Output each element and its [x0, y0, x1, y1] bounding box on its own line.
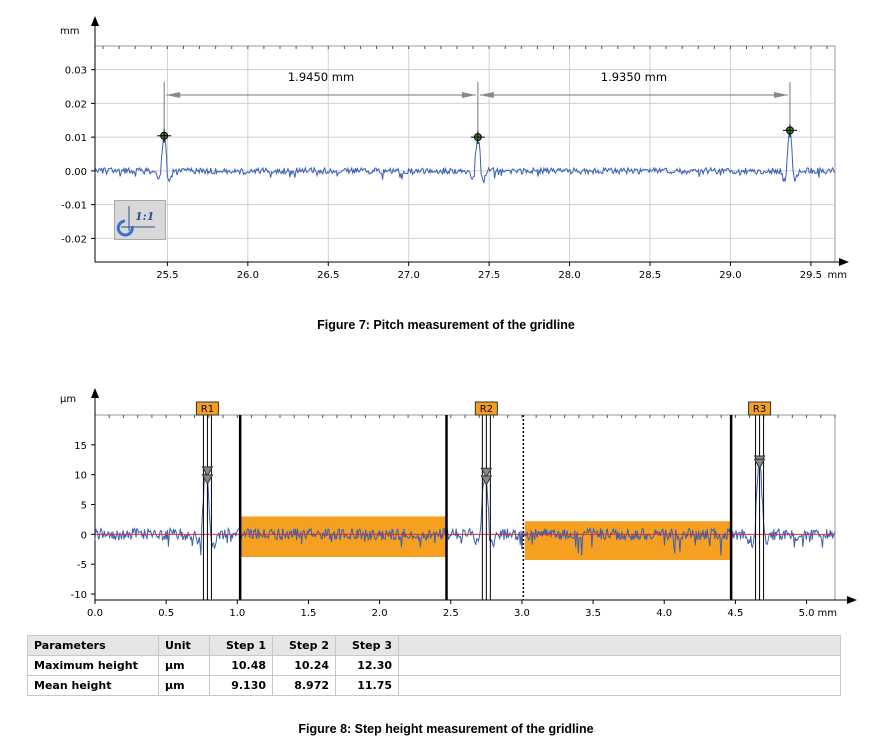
table-cell: 10.48 — [209, 655, 273, 676]
y-axis-unit: mm — [60, 26, 79, 37]
x-axis-unit: mm — [828, 270, 847, 281]
table-filler-cell — [398, 655, 841, 676]
plot-area — [94, 414, 836, 601]
x-tick-label: 29.0 — [719, 270, 741, 281]
x-tick-label: 0.0 — [87, 608, 103, 619]
table-cell: 8.972 — [272, 675, 336, 696]
region-tag-label: R1 — [201, 404, 214, 415]
table-header-row: Parameters Unit Step 1 Step 2 Step 3 — [27, 635, 841, 656]
x-axis-arrow — [847, 596, 857, 604]
x-tick-label: 3.0 — [514, 608, 530, 619]
table-cell: µm — [158, 655, 210, 676]
x-tick-label: 1.5 — [301, 608, 317, 619]
table-cell: Maximum height — [27, 655, 159, 676]
region-tag-label: R2 — [480, 404, 493, 415]
x-tick-label: 3.5 — [585, 608, 601, 619]
y-tick-label: -10 — [71, 590, 87, 601]
x-axis-arrow — [839, 258, 849, 266]
table-header-cell: Step 3 — [335, 635, 399, 656]
max-height-marker — [201, 466, 214, 477]
y-tick-label: 5 — [81, 501, 87, 512]
profile-trace — [94, 129, 835, 185]
region-tag — [474, 401, 498, 416]
scale-ratio-label: 1:1 — [135, 210, 155, 223]
figure-8-caption: Figure 8: Step height measurement of the… — [298, 722, 594, 736]
y-tick-label: -0.02 — [61, 234, 87, 245]
x-tick-label: 4.5 — [727, 608, 743, 619]
y-axis-unit: µm — [60, 394, 76, 405]
y-tick-label: 0.03 — [65, 66, 87, 77]
one-to-one-scale-icon — [116, 206, 155, 237]
step-height-chart: 0.0 0.5 1.0 1.5 2.0 2.5 3.0 3.5 4.0 4.5 5.0 15 10 5 0 -… — [60, 388, 857, 619]
plot-area — [94, 45, 836, 263]
x-tick-label: 29.5 — [800, 270, 822, 281]
table-row: Maximum height µm 10.48 10.24 12.30 — [27, 655, 841, 676]
table-cell: 11.75 — [335, 675, 399, 696]
mean-height-marker — [753, 458, 766, 470]
mean-height-marker — [480, 475, 493, 486]
x-tick-label: 25.5 — [156, 270, 178, 281]
y-tick-label: 0.00 — [65, 167, 87, 178]
table-header-cell: Parameters — [27, 635, 159, 656]
y-tick-label: -5 — [77, 560, 87, 571]
y-tick-label: 15 — [74, 441, 87, 452]
dimension-arrow — [773, 92, 788, 98]
region-tag-label: R3 — [753, 404, 766, 415]
parameters-table: Parameters Unit Step 1 Step 2 Step 3 Max… — [27, 635, 841, 696]
x-tick-label: 2.0 — [372, 608, 388, 619]
x-tick-label: 2.5 — [443, 608, 459, 619]
table-filler-cell — [398, 675, 841, 696]
y-tick-label: 0.01 — [65, 133, 87, 144]
y-tick-label: 10 — [74, 471, 87, 482]
pitch-chart: 25.5 26.0 26.5 27.0 27.5 28.0 28.5 29.0 29.5 0.03… — [60, 16, 849, 281]
dimension-arrow — [461, 92, 476, 98]
figure-7-caption: Figure 7: Pitch measurement of the gridl… — [317, 318, 575, 332]
region-tag — [195, 401, 219, 416]
x-tick-label: 1.0 — [229, 608, 245, 619]
max-height-marker — [480, 467, 493, 479]
table-cell: 9.130 — [209, 675, 273, 696]
x-axis-unit: mm — [818, 608, 837, 619]
dimension-label: 1.9450 mm — [288, 70, 354, 84]
mean-height-marker — [201, 474, 214, 485]
step-band — [240, 516, 447, 558]
x-tick-label: 27.5 — [478, 270, 500, 281]
table-filler-cell — [398, 635, 841, 656]
table-cell: 10.24 — [272, 655, 336, 676]
table-cell: µm — [158, 675, 210, 696]
x-tick-label: 4.0 — [656, 608, 672, 619]
table-cell: 12.30 — [335, 655, 399, 676]
dimension-arrow — [479, 92, 494, 98]
y-tick-label: -0.01 — [61, 201, 87, 212]
x-tick-label: 26.5 — [317, 270, 339, 281]
one-to-one-scale-button[interactable]: 1:1 — [114, 200, 166, 240]
step-band — [524, 521, 732, 561]
x-tick-label: 26.0 — [237, 270, 259, 281]
table-cell: Mean height — [27, 675, 159, 696]
table-header-cell: Step 1 — [209, 635, 273, 656]
x-tick-label: 28.0 — [558, 270, 580, 281]
dimension-label: 1.9350 mm — [601, 70, 667, 84]
dimension-arrow — [166, 92, 181, 98]
y-axis-arrow — [91, 388, 99, 398]
x-tick-label: 5.0 — [799, 608, 815, 619]
y-tick-label: 0.02 — [65, 99, 87, 110]
table-header-cell: Step 2 — [272, 635, 336, 656]
table-header-cell: Unit — [158, 635, 210, 656]
y-tick-label: 0 — [81, 530, 87, 541]
y-axis-arrow — [91, 16, 99, 26]
x-tick-label: 28.5 — [639, 270, 661, 281]
x-tick-label: 27.0 — [398, 270, 420, 281]
x-tick-label: 0.5 — [158, 608, 174, 619]
table-row: Mean height µm 9.130 8.972 11.75 — [27, 675, 841, 696]
region-tag — [748, 401, 772, 416]
